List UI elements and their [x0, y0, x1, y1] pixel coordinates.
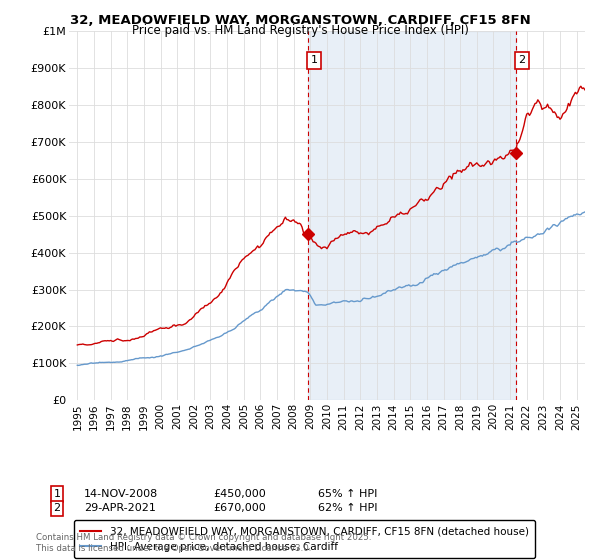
Text: £670,000: £670,000 [213, 503, 266, 514]
Text: 1: 1 [53, 489, 61, 499]
Text: 2: 2 [518, 55, 525, 66]
Bar [308, 31, 515, 400]
Text: 65% ↑ HPI: 65% ↑ HPI [318, 489, 377, 499]
Text: £450,000: £450,000 [213, 489, 266, 499]
Text: Contains HM Land Registry data © Crown copyright and database right 2025.
This d: Contains HM Land Registry data © Crown c… [36, 533, 371, 553]
Legend: 32, MEADOWFIELD WAY, MORGANSTOWN, CARDIFF, CF15 8FN (detached house), HPI: Avera: 32, MEADOWFIELD WAY, MORGANSTOWN, CARDIF… [74, 520, 535, 558]
Text: 32, MEADOWFIELD WAY, MORGANSTOWN, CARDIFF, CF15 8FN: 32, MEADOWFIELD WAY, MORGANSTOWN, CARDIF… [70, 14, 530, 27]
Text: 2: 2 [53, 503, 61, 514]
Text: 14-NOV-2008: 14-NOV-2008 [84, 489, 158, 499]
Text: 1: 1 [311, 55, 317, 66]
Text: 62% ↑ HPI: 62% ↑ HPI [318, 503, 377, 514]
Text: Price paid vs. HM Land Registry's House Price Index (HPI): Price paid vs. HM Land Registry's House … [131, 24, 469, 37]
Text: 29-APR-2021: 29-APR-2021 [84, 503, 156, 514]
